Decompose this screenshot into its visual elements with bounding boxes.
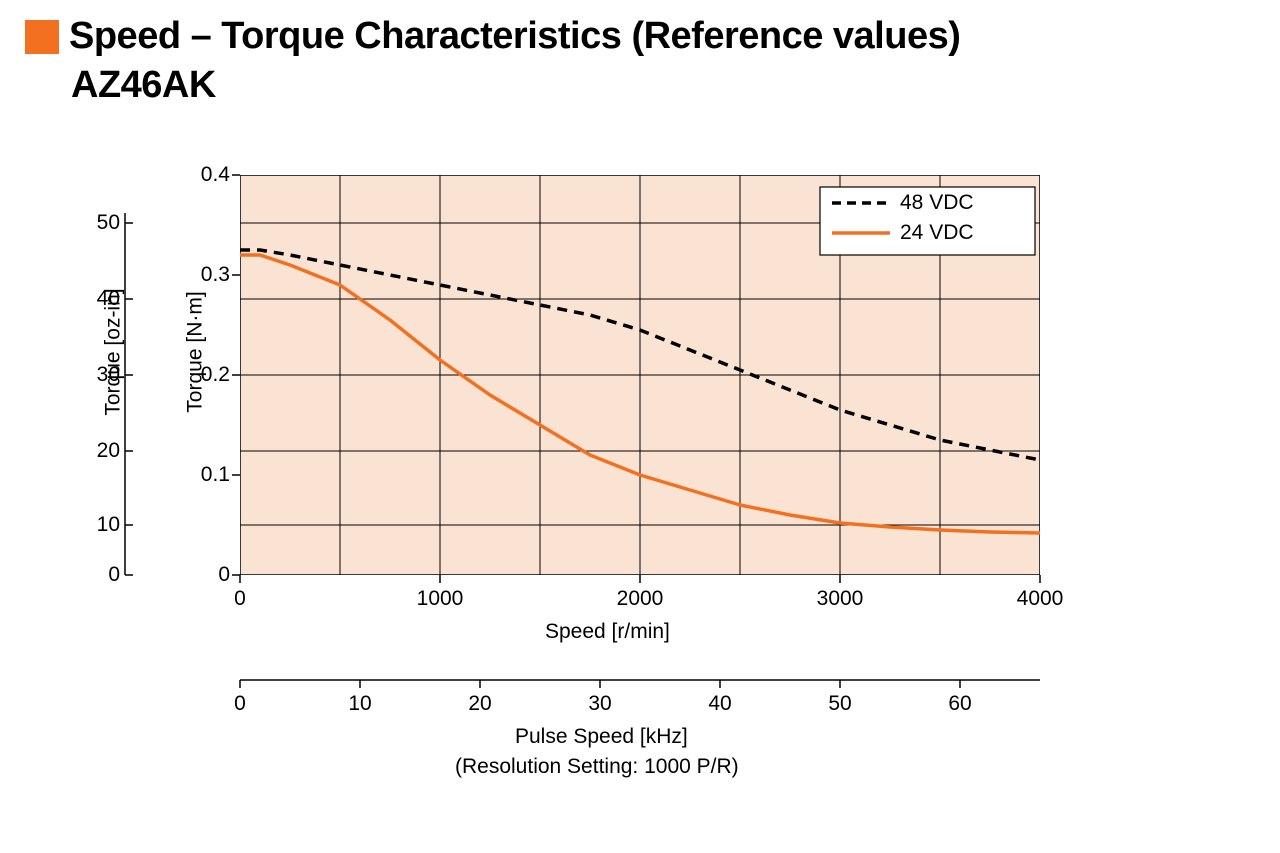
nm-tick-label: 0.2 bbox=[185, 363, 230, 387]
nm-tick-label: 0.3 bbox=[185, 263, 230, 287]
rpm-tick-label: 2000 bbox=[610, 587, 670, 611]
svg-text:48 VDC: 48 VDC bbox=[900, 191, 974, 214]
oz-tick-label: 40 bbox=[80, 287, 120, 311]
khz-tick-label: 40 bbox=[695, 692, 745, 716]
svg-text:24 VDC: 24 VDC bbox=[900, 221, 974, 244]
khz-tick-label: 0 bbox=[215, 692, 265, 716]
x-axis-label-rpm: Speed [r/min] bbox=[545, 620, 670, 644]
chart-svg: 48 VDC 24 VDC bbox=[240, 175, 1040, 575]
khz-tick-label: 20 bbox=[455, 692, 505, 716]
khz-tick-label: 50 bbox=[815, 692, 865, 716]
chart-container: Torque [oz-in] Torque [N·m] 01020304050 … bbox=[75, 165, 1175, 815]
title-bullet bbox=[25, 20, 59, 54]
nm-tick-label: 0 bbox=[185, 563, 230, 587]
rpm-tick-label: 4000 bbox=[1010, 587, 1070, 611]
nm-tick-label: 0.4 bbox=[185, 163, 230, 187]
x-axis-label-khz: Pulse Speed [kHz] bbox=[515, 725, 688, 749]
rpm-tick-label: 1000 bbox=[410, 587, 470, 611]
y-axis-label-nm: Torque [N·m] bbox=[184, 291, 208, 412]
khz-tick-label: 60 bbox=[935, 692, 985, 716]
page-title: Speed – Torque Characteristics (Referenc… bbox=[69, 15, 960, 58]
rpm-tick-label: 3000 bbox=[810, 587, 870, 611]
oz-tick-label: 50 bbox=[80, 211, 120, 235]
page-subtitle: AZ46AK bbox=[71, 64, 1255, 107]
khz-tick-label: 30 bbox=[575, 692, 625, 716]
rpm-tick-label: 0 bbox=[210, 587, 270, 611]
oz-tick-label: 10 bbox=[80, 513, 120, 537]
oz-tick-label: 30 bbox=[80, 363, 120, 387]
plot-area: 48 VDC 24 VDC bbox=[240, 175, 1040, 575]
x-axis-sublabel-khz: (Resolution Setting: 1000 P/R) bbox=[455, 755, 739, 779]
oz-tick-label: 0 bbox=[80, 563, 120, 587]
khz-tick-label: 10 bbox=[335, 692, 385, 716]
oz-tick-label: 20 bbox=[80, 439, 120, 463]
nm-tick-label: 0.1 bbox=[185, 463, 230, 487]
